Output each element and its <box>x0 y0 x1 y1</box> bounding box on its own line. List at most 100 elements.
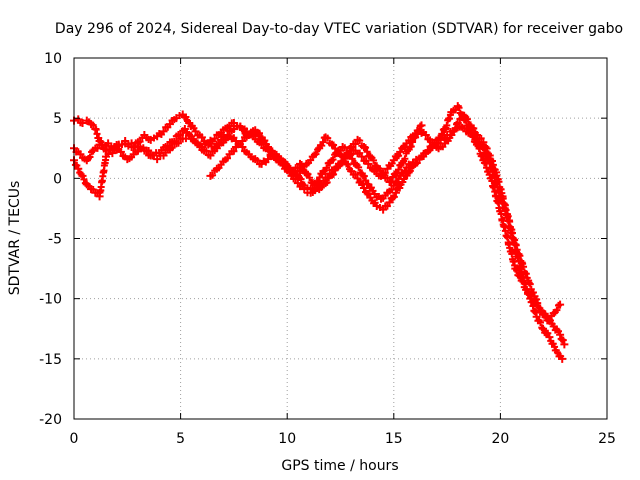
data-point <box>191 127 200 136</box>
data-point <box>324 134 332 142</box>
grid-layer <box>74 58 607 419</box>
data-point <box>317 184 325 192</box>
data-point <box>526 280 534 288</box>
data-point <box>142 147 150 155</box>
data-point <box>453 118 462 127</box>
data-point <box>533 295 541 303</box>
data-point <box>159 127 168 136</box>
data-point <box>360 172 368 180</box>
data-point <box>323 164 331 172</box>
data-point <box>180 124 189 133</box>
data-point <box>545 316 553 324</box>
tick-layer: 0 5 10 15 20 25 -20 -15 -10 -5 0 5 10 <box>39 51 616 447</box>
data-point <box>355 163 363 171</box>
data-point <box>261 137 269 145</box>
data-point <box>447 131 456 140</box>
data-point <box>356 137 364 145</box>
data-point <box>406 167 414 175</box>
data-point <box>390 193 398 201</box>
data-point <box>529 288 537 296</box>
data-point <box>330 170 338 178</box>
y-tick-label: -15 <box>39 352 62 368</box>
data-point <box>270 150 279 159</box>
data-point <box>551 343 559 351</box>
data-point <box>116 147 125 156</box>
data-point <box>78 118 87 127</box>
y-tick-label: -10 <box>39 292 62 308</box>
data-point <box>306 174 314 182</box>
data-point <box>312 150 320 158</box>
data-point <box>264 143 273 152</box>
data-point <box>513 266 521 274</box>
data-point <box>438 130 446 138</box>
data-point <box>365 189 373 197</box>
data-point <box>364 159 373 168</box>
data-point <box>74 164 83 173</box>
x-tick-label: 15 <box>385 431 403 447</box>
data-point <box>525 279 533 287</box>
data-point <box>331 145 339 153</box>
data-point <box>413 159 421 167</box>
data-point <box>253 156 261 164</box>
data-point <box>292 175 300 183</box>
data-point <box>536 319 544 327</box>
data-point <box>338 158 346 166</box>
data-point <box>202 147 210 155</box>
y-tick-label: -20 <box>39 412 62 428</box>
y-tick-label: 5 <box>53 111 62 127</box>
data-point <box>560 340 569 349</box>
data-point <box>396 184 404 192</box>
data-point <box>197 133 206 142</box>
data-point <box>376 165 384 173</box>
data-point <box>463 115 471 123</box>
data-point <box>210 134 219 143</box>
series-track-4 <box>206 121 426 194</box>
data-point <box>95 137 104 146</box>
data-point <box>111 145 119 153</box>
data-point <box>387 178 395 186</box>
data-point <box>394 166 402 174</box>
data-point <box>221 136 229 144</box>
data-point <box>553 306 561 314</box>
data-point <box>534 299 542 307</box>
data-point <box>455 104 463 112</box>
data-point <box>483 145 491 153</box>
data-point <box>536 306 545 315</box>
x-tick-label: 20 <box>491 431 509 447</box>
y-tick-label: 10 <box>44 51 62 67</box>
data-point <box>452 120 460 128</box>
data-point <box>539 324 548 333</box>
x-tick-label: 25 <box>598 431 616 447</box>
data-point <box>556 330 565 339</box>
data-point <box>532 312 541 321</box>
data-point <box>379 205 388 214</box>
series-layer <box>70 102 569 363</box>
y-tick-label: 0 <box>53 171 62 187</box>
data-point <box>538 324 546 332</box>
data-point <box>185 131 194 140</box>
data-point <box>319 138 327 146</box>
data-point <box>556 300 565 309</box>
data-point <box>370 156 378 164</box>
data-point <box>344 150 352 158</box>
data-point <box>421 131 430 140</box>
data-point <box>168 144 176 152</box>
data-point <box>453 102 462 111</box>
data-point <box>323 178 331 186</box>
data-point <box>470 124 478 132</box>
x-tick-label: 10 <box>278 431 296 447</box>
data-point <box>357 152 366 161</box>
y-axis-label: SDTVAR / TECUs <box>7 181 23 296</box>
data-point <box>209 171 217 179</box>
data-point <box>558 354 567 363</box>
data-point <box>559 336 567 344</box>
data-point <box>86 153 94 161</box>
data-point <box>182 113 190 121</box>
x-tick-label: 0 <box>70 431 79 447</box>
x-axis-label: GPS time / hours <box>281 458 398 474</box>
data-point <box>255 129 263 137</box>
data-point <box>405 137 413 145</box>
data-point <box>359 183 368 192</box>
